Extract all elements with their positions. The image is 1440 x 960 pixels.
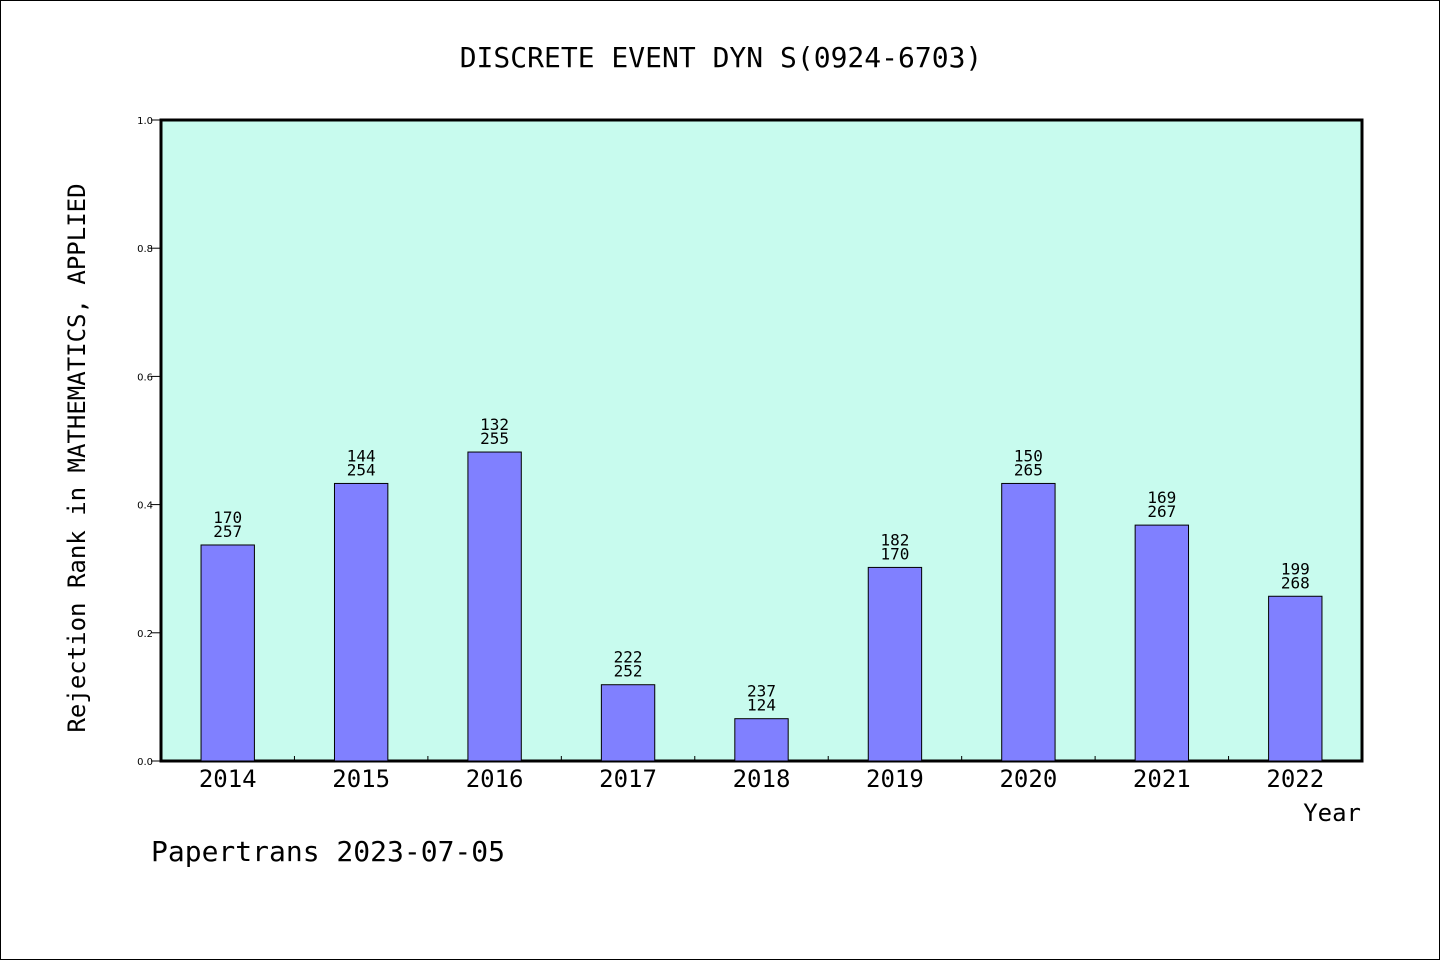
x-tick-label: 2018 xyxy=(733,765,791,793)
x-tick-label: 2019 xyxy=(866,765,924,793)
x-tick-label: 2022 xyxy=(1266,765,1324,793)
bar-label-bottom: 267 xyxy=(1147,502,1176,521)
bar-label-bottom: 254 xyxy=(347,460,376,479)
y-tick-label: 0.0 xyxy=(137,757,153,768)
x-tick-label: 2021 xyxy=(1133,765,1191,793)
bar xyxy=(200,544,255,762)
bar-label-bottom: 255 xyxy=(480,429,509,448)
bar-label-bottom: 170 xyxy=(880,544,909,563)
y-tick-label: 0.4 xyxy=(137,501,153,512)
bar xyxy=(867,566,923,762)
y-tick-label: 1.0 xyxy=(137,116,153,127)
bar-label-top: 237 xyxy=(747,682,776,701)
bar-label-top: 199 xyxy=(1281,559,1310,578)
x-tick-label: 2016 xyxy=(466,765,524,793)
x-tick-label: 2015 xyxy=(332,765,390,793)
bar xyxy=(333,482,389,762)
bar-label-top: 132 xyxy=(480,415,509,434)
y-tick-label: 0.2 xyxy=(137,629,153,640)
bar xyxy=(1134,524,1190,762)
chart-title: DISCRETE EVENT DYN S(0924-6703) xyxy=(460,41,983,74)
bar-label-bottom: 252 xyxy=(614,662,643,681)
footer-text: Papertrans 2023-07-05 xyxy=(151,835,506,868)
bar xyxy=(1001,482,1056,762)
bar-label-top: 170 xyxy=(213,508,242,527)
y-tick-label: 0.6 xyxy=(137,372,153,383)
bar-label-top: 182 xyxy=(880,530,909,549)
bar xyxy=(1268,595,1323,762)
bar-label-top: 169 xyxy=(1147,488,1176,507)
y-axis-label: Rejection Rank in MATHEMATICS, APPLIED xyxy=(63,183,91,732)
x-axis-label: Year xyxy=(1303,799,1361,827)
x-tick-label: 2020 xyxy=(999,765,1057,793)
bar-label-top: 150 xyxy=(1014,446,1043,465)
bar xyxy=(734,718,789,762)
bar-label-top: 144 xyxy=(347,446,376,465)
x-tick-label: 2014 xyxy=(199,765,257,793)
bar-label-bottom: 268 xyxy=(1281,573,1310,592)
bar-label-bottom: 124 xyxy=(747,696,776,715)
bar-label-bottom: 265 xyxy=(1014,460,1043,479)
x-tick-label: 2017 xyxy=(599,765,657,793)
bar-label-bottom: 257 xyxy=(213,522,242,541)
y-tick-label: 0.8 xyxy=(137,244,153,255)
bar xyxy=(600,684,656,762)
bar xyxy=(467,451,522,762)
chart-marks: 0.00.20.40.60.81.01702572014144254201513… xyxy=(137,116,1324,793)
bar-label-top: 222 xyxy=(614,648,643,667)
